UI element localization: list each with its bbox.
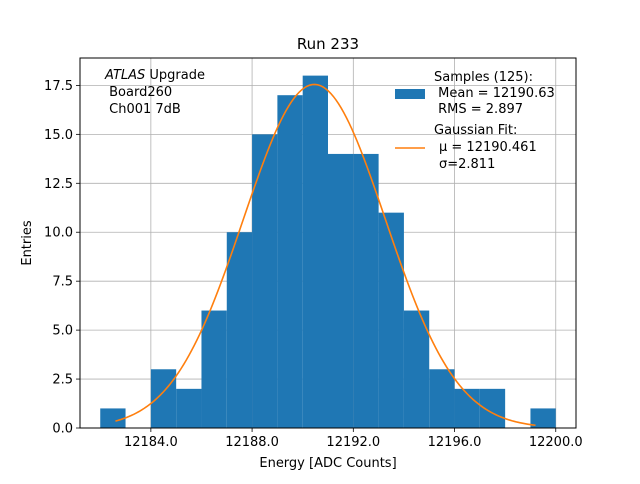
legend: Samples (125): Mean = 12190.63 RMS = 2.8… — [395, 70, 555, 172]
histogram-bar — [226, 232, 253, 428]
chart-title: Run 233 — [297, 35, 359, 53]
histogram-bar — [302, 75, 328, 428]
legend-rms-label: RMS = 2.897 — [434, 102, 523, 117]
run-annotation: ATLAS Upgrade Board260 Ch001 7dB — [104, 68, 205, 117]
y-tick-label: 5.0 — [52, 324, 73, 339]
histogram-bar — [530, 408, 556, 428]
legend-sigma-label: σ=2.811 — [439, 157, 495, 172]
histogram-bar — [454, 388, 480, 428]
y-axis-label: Entries — [20, 220, 35, 266]
x-tick-label: 12200.0 — [529, 435, 583, 450]
x-tick-label: 12196.0 — [428, 435, 482, 450]
plot-frame — [79, 57, 577, 429]
histogram-bar — [429, 369, 455, 428]
histogram-bar — [176, 388, 202, 428]
histogram-bar — [201, 310, 227, 428]
annotation-atlas: ATLAS — [104, 68, 145, 83]
annotation-line-1: ATLAS Upgrade — [104, 68, 205, 83]
histogram-bar — [252, 134, 278, 428]
y-axis-ticks: 0.0 2.5 5.0 7.5 10.0 12.5 15.0 17.5 — [44, 79, 80, 437]
histogram-bars — [100, 75, 556, 429]
gaussian-fit-curve — [115, 83, 536, 427]
histogram-bar — [353, 153, 379, 429]
y-tick-label: 12.5 — [44, 177, 73, 192]
fit-curve-layer — [115, 83, 536, 427]
x-tick-label: 12192.0 — [326, 435, 380, 450]
annotation-upgrade: Upgrade — [145, 68, 205, 83]
x-tick-label: 12184.0 — [124, 435, 178, 450]
y-tick-label: 15.0 — [44, 128, 73, 143]
legend-histogram-swatch — [395, 89, 425, 99]
x-tick-label: 12188.0 — [225, 435, 279, 450]
y-tick-label: 17.5 — [44, 79, 73, 94]
legend-samples-label: Samples (125): — [434, 70, 533, 85]
histogram-bar — [277, 95, 303, 428]
y-tick-label: 2.5 — [52, 373, 73, 388]
y-tick-label: 10.0 — [44, 226, 73, 241]
x-axis-label: Energy [ADC Counts] — [259, 456, 396, 471]
legend-mu-label: μ = 12190.461 — [439, 140, 537, 155]
annotation-line-3: Ch001 7dB — [105, 102, 181, 117]
histogram-bar — [403, 310, 430, 428]
x-axis-ticks: 12184.0 12188.0 12192.0 12196.0 12200.0 — [124, 428, 583, 450]
histogram-bar — [378, 212, 404, 428]
legend-fit-label: Gaussian Fit: — [434, 123, 517, 138]
annotation-line-2: Board260 — [105, 85, 172, 100]
y-tick-label: 7.5 — [52, 275, 73, 290]
histogram-bar — [100, 408, 126, 428]
legend-mean-label: Mean = 12190.63 — [434, 86, 555, 101]
histogram-bar — [328, 153, 354, 429]
histogram-bar — [150, 369, 177, 428]
y-tick-label: 0.0 — [52, 422, 73, 437]
